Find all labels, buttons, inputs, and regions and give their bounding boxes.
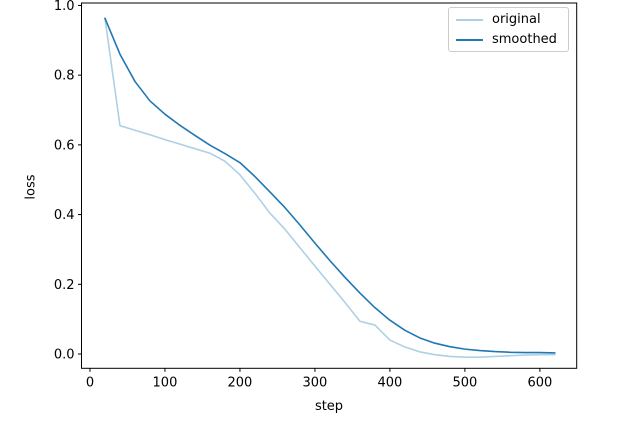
y-tick-label: 0.2 (54, 278, 75, 293)
legend-label-original: original (492, 12, 541, 27)
y-tick-label: 0.6 (54, 138, 75, 153)
x-tick-label: 200 (228, 375, 253, 390)
y-tick-label: 0.4 (54, 208, 75, 223)
y-axis-label: loss (23, 174, 39, 200)
x-tick-label: 500 (452, 375, 477, 390)
y-tick-label: 0.0 (54, 348, 75, 363)
y-tick-label: 0.8 (54, 69, 75, 84)
x-tick-label: 400 (377, 375, 402, 390)
smoothed-line-swatch (456, 38, 483, 41)
legend-entry-original: original (456, 12, 561, 27)
legend-entry-smoothed: smoothed (456, 32, 561, 47)
x-tick-label: 300 (303, 375, 328, 390)
x-tick-label: 100 (153, 375, 178, 390)
x-tick-label: 0 (86, 375, 94, 390)
axes-spines (81, 2, 578, 369)
x-axis-label: step (314, 399, 344, 414)
original-line (104, 17, 556, 358)
smoothed-line (104, 17, 556, 354)
legend: original smoothed (448, 7, 569, 52)
original-line-swatch (456, 18, 483, 21)
legend-label-smoothed: smoothed (492, 32, 557, 47)
y-tick-label: 1.0 (54, 0, 75, 14)
x-tick-label: 600 (527, 375, 552, 390)
